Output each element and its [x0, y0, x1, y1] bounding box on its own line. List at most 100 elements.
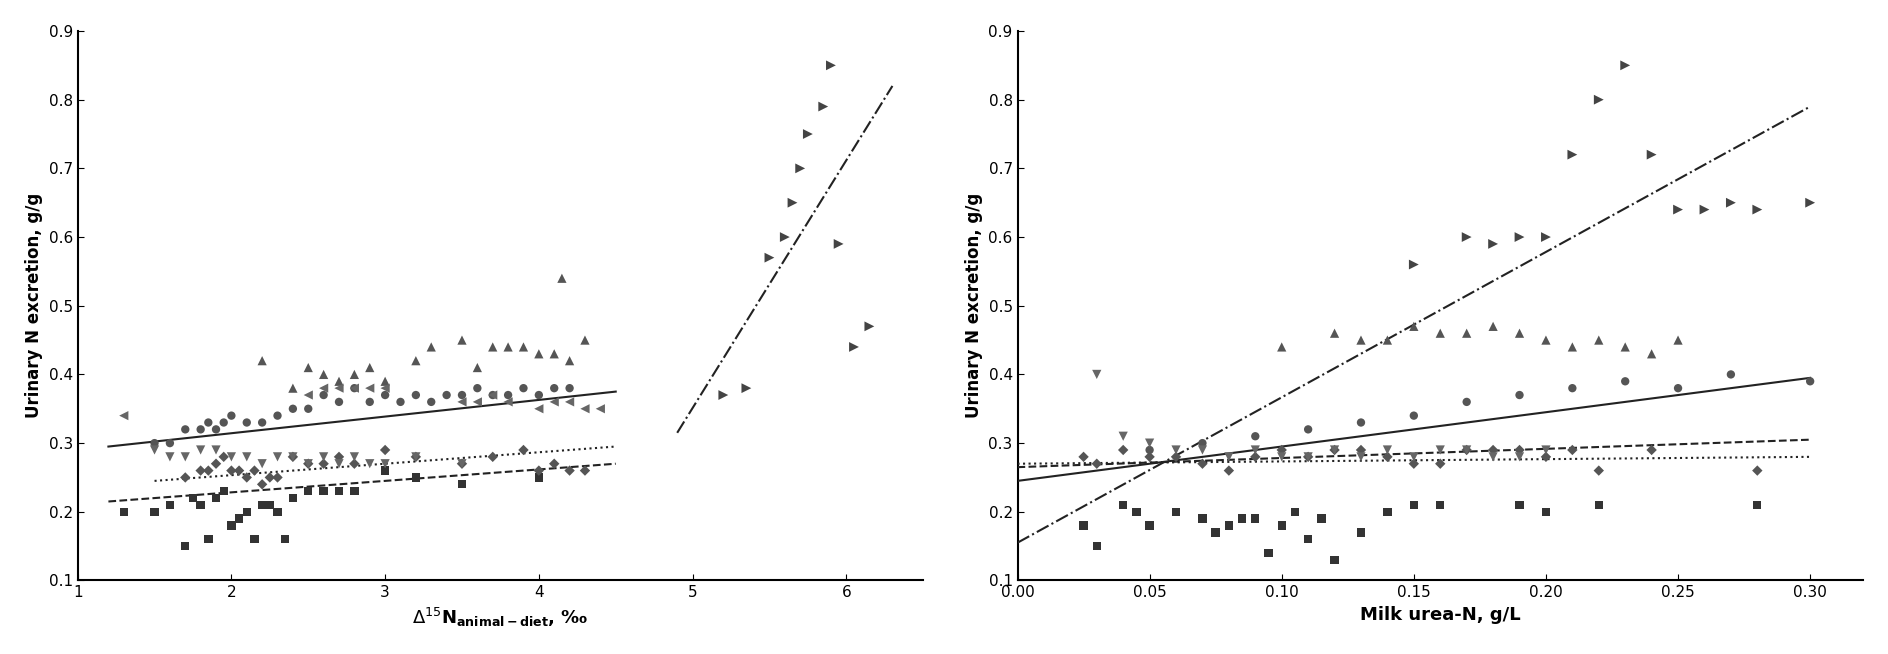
Point — [1584, 466, 1614, 476]
Point — [340, 458, 370, 469]
Point — [1558, 383, 1588, 394]
Point — [193, 417, 223, 428]
Point — [200, 458, 230, 469]
Point — [1227, 513, 1257, 524]
Point — [1610, 60, 1641, 71]
Point — [170, 452, 200, 462]
Point — [193, 466, 223, 476]
Point — [555, 356, 585, 366]
Point — [225, 513, 255, 524]
Point — [823, 239, 853, 249]
Point — [355, 383, 385, 394]
Point — [232, 417, 262, 428]
Point — [293, 390, 323, 400]
Point — [217, 521, 247, 531]
Point — [308, 458, 338, 469]
Point — [1082, 541, 1112, 551]
Point — [370, 445, 400, 455]
Point — [570, 466, 600, 476]
Point — [1399, 321, 1429, 332]
Point — [240, 466, 270, 476]
Point — [493, 397, 523, 407]
Point — [1584, 94, 1614, 105]
Point — [853, 321, 884, 332]
Point — [1188, 445, 1218, 455]
Point — [523, 404, 553, 414]
Point — [1267, 445, 1297, 455]
Point — [1108, 500, 1138, 510]
Point — [1452, 445, 1482, 455]
Point — [200, 424, 230, 435]
Point — [278, 404, 308, 414]
Point — [1254, 548, 1284, 559]
Point — [778, 198, 808, 208]
Point — [1306, 513, 1337, 524]
Point — [255, 472, 285, 483]
Point — [1610, 342, 1641, 353]
Point — [1320, 555, 1350, 565]
Point — [447, 397, 478, 407]
Point — [370, 390, 400, 400]
Point — [415, 342, 446, 353]
Point — [447, 458, 478, 469]
Point — [278, 452, 308, 462]
Point — [1373, 452, 1403, 462]
Point — [1399, 458, 1429, 469]
Point — [270, 534, 300, 545]
Point — [247, 356, 278, 366]
Point — [1214, 452, 1244, 462]
Point — [1267, 342, 1297, 353]
Point — [1135, 452, 1165, 462]
Point — [262, 507, 293, 517]
Point — [523, 466, 553, 476]
Point — [308, 452, 338, 462]
Point — [1505, 232, 1535, 242]
Point — [325, 397, 355, 407]
Point — [570, 335, 600, 345]
Point — [1452, 232, 1482, 242]
Point — [1346, 335, 1376, 345]
Point — [1240, 513, 1271, 524]
Point — [1399, 452, 1429, 462]
Point — [1373, 335, 1403, 345]
Point — [755, 252, 785, 263]
Point — [110, 507, 140, 517]
Point — [208, 486, 238, 496]
Point — [1505, 390, 1535, 400]
Point — [400, 452, 430, 462]
Point — [262, 452, 293, 462]
Point — [232, 507, 262, 517]
Point — [225, 466, 255, 476]
Point — [1663, 335, 1694, 345]
Point — [325, 376, 355, 387]
Point — [308, 486, 338, 496]
Point — [1240, 452, 1271, 462]
Point — [793, 129, 823, 139]
Point — [447, 458, 478, 469]
Point — [555, 466, 585, 476]
Point — [1214, 521, 1244, 531]
Point — [1743, 466, 1773, 476]
Point — [1399, 259, 1429, 269]
Point — [1795, 198, 1826, 208]
Point — [1214, 466, 1244, 476]
Point — [355, 362, 385, 373]
Point — [308, 370, 338, 380]
Point — [447, 479, 478, 490]
Point — [463, 383, 493, 394]
Point — [1121, 507, 1152, 517]
Point — [463, 397, 493, 407]
Point — [432, 390, 463, 400]
Point — [1610, 376, 1641, 387]
Point — [548, 273, 578, 283]
Point — [1240, 431, 1271, 441]
Point — [170, 424, 200, 435]
Point — [1373, 507, 1403, 517]
Point — [340, 452, 370, 462]
Point — [1531, 232, 1561, 242]
Point — [1293, 452, 1323, 462]
Point — [816, 60, 846, 71]
Point — [140, 438, 170, 449]
Point — [1399, 500, 1429, 510]
Point — [1293, 424, 1323, 435]
